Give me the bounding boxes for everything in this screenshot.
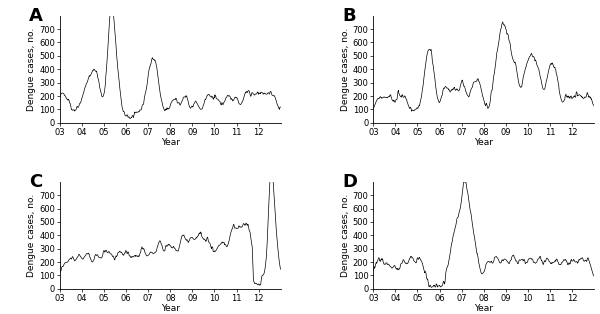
Y-axis label: Dengue cases, no.: Dengue cases, no.: [28, 28, 37, 111]
Y-axis label: Dengue cases, no.: Dengue cases, no.: [341, 194, 350, 277]
Text: B: B: [343, 7, 356, 25]
Text: D: D: [343, 173, 358, 191]
Text: C: C: [29, 173, 43, 191]
X-axis label: Year: Year: [161, 138, 180, 147]
X-axis label: Year: Year: [474, 304, 493, 313]
X-axis label: Year: Year: [474, 138, 493, 147]
Y-axis label: Dengue cases, no.: Dengue cases, no.: [341, 28, 350, 111]
Y-axis label: Dengue cases, no.: Dengue cases, no.: [28, 194, 37, 277]
Text: A: A: [29, 7, 43, 25]
X-axis label: Year: Year: [161, 304, 180, 313]
